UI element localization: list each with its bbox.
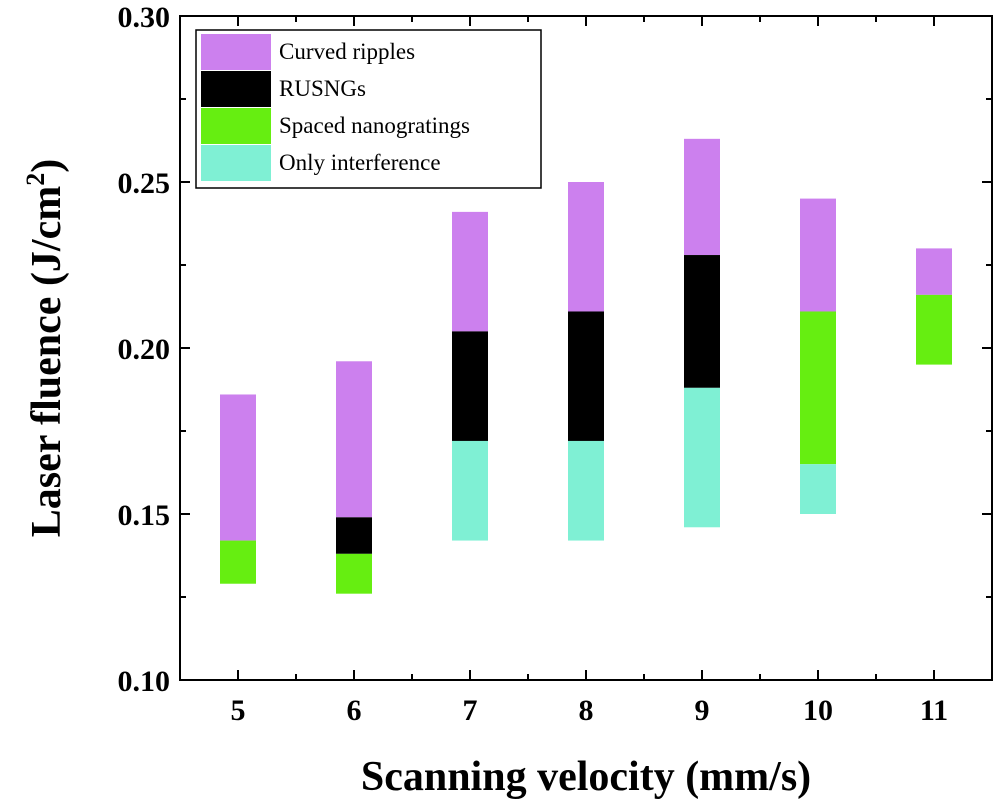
bar-curved-ripples-9 [684,138,720,256]
x-tick-label: 11 [920,694,948,727]
legend-label-spaced-nanogratings: Spaced nanogratings [279,113,470,138]
bar-curved-ripples-11 [916,248,952,295]
y-tick-label: 0.15 [118,499,171,532]
x-tick-label: 9 [695,694,710,727]
bar-only-interference-7 [452,440,488,541]
bar-rusngs-6 [336,517,372,554]
legend-label-only-interference: Only interference [279,150,441,175]
y-tick-label: 0.10 [118,665,171,698]
x-tick-label: 5 [231,694,246,727]
y-tick-label: 0.25 [118,167,171,200]
y-tick-label: 0.30 [118,1,171,34]
bar-rusngs-8 [568,311,604,441]
x-tick-label: 6 [347,694,362,727]
legend: Curved ripples RUSNGs Spaced nanogratings O… [195,29,542,189]
bar-spaced-nanogratings-6 [336,553,372,594]
x-tick-label: 10 [803,694,833,727]
bar-only-interference-8 [568,440,604,541]
y-axis-title-sup: 2 [21,173,50,186]
legend-swatch-spaced-nanogratings [201,108,271,144]
y-axis-title-close: ) [24,159,70,173]
bar-spaced-nanogratings-10 [800,311,836,465]
bar-spaced-nanogratings-11 [916,294,952,365]
bar-curved-ripples-6 [336,361,372,518]
y-axis-title: Laser fluence (J/cm2) [21,159,70,537]
x-axis-title: Scanning velocity (mm/s) [361,754,811,800]
x-tick-label: 7 [463,694,478,727]
y-tick-label: 0.20 [118,333,171,366]
legend-swatch-curved-ripples [201,34,271,70]
legend-label-curved-ripples: Curved ripples [279,39,415,64]
bar-curved-ripples-10 [800,198,836,312]
legend-swatch-rusngs [201,71,271,107]
bars-layer [220,138,952,594]
bar-spaced-nanogratings-5 [220,540,256,584]
bar-curved-ripples-7 [452,211,488,332]
bar-only-interference-9 [684,387,720,528]
bar-rusngs-7 [452,331,488,441]
bar-curved-ripples-8 [568,182,604,312]
legend-label-rusngs: RUSNGs [279,76,366,101]
ticks-layer: 0.10 0.15 0.20 0.25 0.30 5 6 7 8 9 10 11 [118,1,993,727]
legend-swatch-only-interference [201,145,271,181]
y-axis-title-main: Laser fluence (J/cm [24,186,70,537]
bar-rusngs-9 [684,255,720,388]
x-tick-label: 8 [579,694,594,727]
bar-only-interference-10 [800,464,836,514]
bar-curved-ripples-5 [220,394,256,541]
